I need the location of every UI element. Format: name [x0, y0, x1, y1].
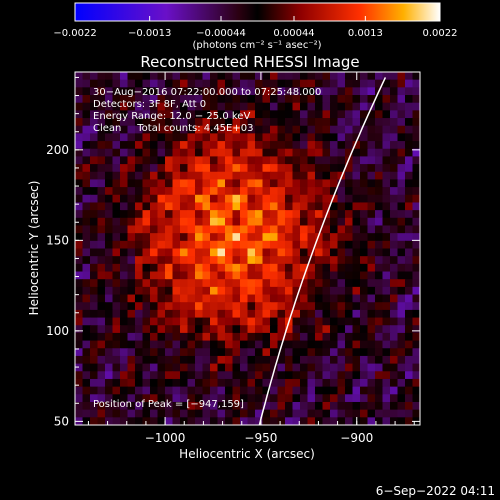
colorbar-units: (photons cm⁻² s⁻¹ asec⁻²) — [192, 40, 321, 51]
colorbar-ticks: −0.0022 −0.0013 −0.00044 0.00044 0.0013 0.002… — [53, 16, 458, 39]
y-tick-label: 50 — [54, 414, 69, 428]
y-tick-label: 100 — [46, 324, 69, 338]
axis-ticks: −1000 −950 −900 50 100 150 200 — [46, 72, 420, 445]
x-tick-label: −950 — [244, 431, 277, 445]
colorbar-tick-label: 0.0022 — [423, 28, 458, 39]
heatmap — [75, 72, 420, 425]
colorbar-tick-label: −0.0013 — [128, 28, 171, 39]
footer-timestamp: 6−Sep−2022 04:11 — [376, 484, 495, 498]
x-axis-label: Heliocentric X (arcsec) — [179, 447, 315, 461]
annotation-energy: Energy Range: 12.0 − 25.0 keV — [93, 111, 250, 122]
x-tick-label: −1000 — [145, 431, 186, 445]
annotation-peak: Position of Peak = [−947,159] — [93, 399, 244, 410]
solar-limb — [258, 77, 387, 425]
colorbar-tick-label: −0.00044 — [196, 28, 246, 39]
annotation-time-range: 30−Aug−2016 07:22:00.000 to 07:25:48.000 — [93, 87, 321, 98]
colorbar-tick-label: −0.0022 — [53, 28, 96, 39]
y-tick-label: 200 — [46, 143, 69, 157]
plot-frame — [74, 71, 421, 426]
colorbar-tick-label: 0.0013 — [348, 28, 383, 39]
y-axis-label: Heliocentric Y (arcsec) — [27, 181, 41, 316]
annotation-detectors: Detectors: 3F 8F, Att 0 — [93, 99, 206, 110]
colorbar — [75, 3, 440, 21]
colorbar-tick-label: 0.00044 — [273, 28, 314, 39]
x-tick-label: −900 — [340, 431, 373, 445]
y-tick-label: 150 — [46, 233, 69, 247]
annotation-method-counts: Clean Total counts: 4.45E+03 — [93, 123, 253, 134]
chart-title: Reconstructed RHESSI Image — [140, 53, 359, 71]
colorbar-frame — [74, 2, 441, 22]
